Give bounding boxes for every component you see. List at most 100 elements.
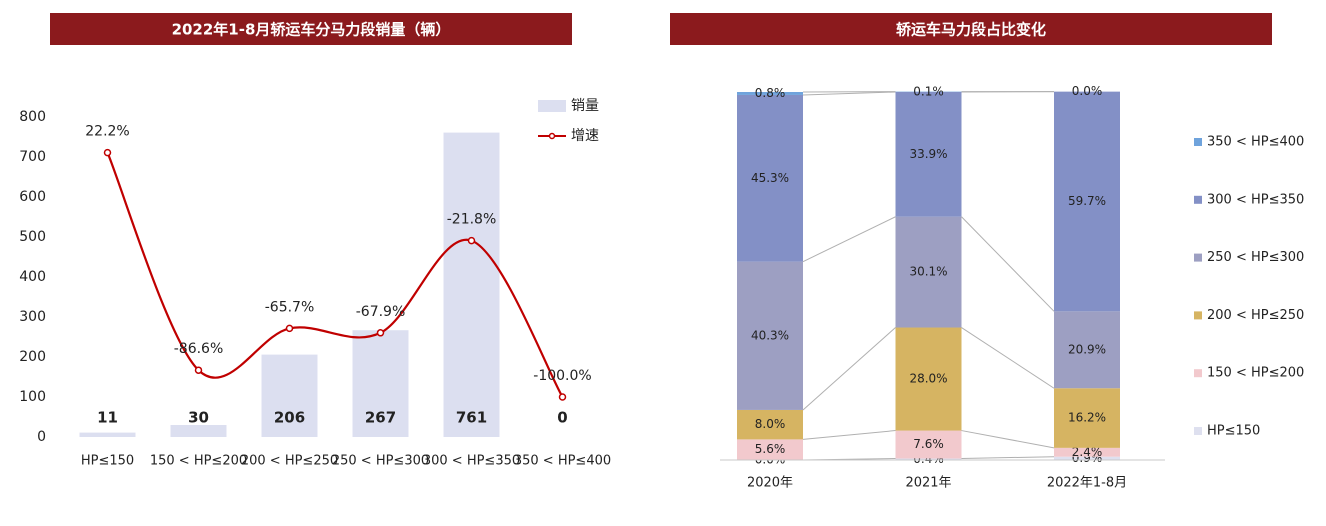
- bar-value-label: 761: [456, 409, 487, 427]
- bar-segment: [1054, 91, 1120, 312]
- line-marker: [376, 329, 385, 337]
- legend-swatch: [1194, 138, 1202, 146]
- connector-line: [802, 327, 896, 411]
- x-tick-label: HP≤150: [81, 454, 134, 469]
- connector-line: [961, 430, 1055, 449]
- segment-value-label: 0.0%: [1072, 84, 1103, 98]
- legend-label: 250 < HP≤300: [1207, 250, 1304, 265]
- legend-label: 300 < HP≤350: [1207, 192, 1304, 207]
- line-value-label: -100.0%: [533, 368, 591, 384]
- line-value-label: 22.2%: [85, 124, 129, 140]
- legend-swatch: [538, 100, 566, 112]
- connector-line: [961, 456, 1055, 460]
- segment-value-label: 28.0%: [909, 372, 947, 386]
- y-tick-label: 600: [19, 189, 46, 205]
- bar-segment: [1054, 388, 1120, 448]
- bar-segment: [895, 327, 962, 431]
- x-tick-label: 2022年1-8月: [1047, 476, 1127, 491]
- y-tick-label: 500: [19, 229, 46, 245]
- y-tick-label: 100: [19, 389, 46, 405]
- bar-value-label: 206: [274, 409, 305, 427]
- y-tick-label: 400: [19, 269, 46, 285]
- legend-swatch: [1194, 253, 1202, 262]
- connector-line: [802, 430, 896, 440]
- bar-segment: [737, 261, 803, 410]
- bar: [261, 354, 318, 437]
- line-value-label: -21.8%: [447, 212, 497, 228]
- chart-title: 轿运车马力段占比变化: [896, 21, 1046, 39]
- legend-label: 200 < HP≤250: [1207, 308, 1304, 323]
- segment-value-label: 8.0%: [755, 417, 786, 431]
- bar-segment: [737, 94, 803, 262]
- bar-segment: [895, 458, 962, 460]
- bar: [79, 432, 136, 437]
- line-value-label: -65.7%: [265, 299, 315, 315]
- bar-segment: [737, 439, 803, 460]
- legend-label: 350 < HP≤400: [1207, 135, 1304, 150]
- segment-value-label: 20.9%: [1068, 342, 1106, 356]
- connector-line: [802, 216, 896, 263]
- legend-swatch: [1194, 195, 1202, 204]
- connector-line: [961, 327, 1055, 389]
- x-tick-label: 2020年: [747, 476, 793, 491]
- segment-value-label: 0.1%: [913, 84, 944, 98]
- bar-value-label: 0: [557, 409, 567, 427]
- bar-segment: [895, 92, 962, 217]
- line-marker: [467, 236, 476, 245]
- bar-segment: [737, 92, 803, 95]
- bar-segment: [1054, 447, 1120, 457]
- bar: [170, 425, 227, 437]
- chart-title: 2022年1-8月轿运车分马力段销量（辆）: [172, 21, 451, 39]
- bar-segment: [1054, 311, 1120, 389]
- legend-label: 150 < HP≤200: [1207, 366, 1304, 381]
- legend-label: HP≤150: [1207, 424, 1260, 439]
- connector-line: [961, 216, 1055, 312]
- x-tick-label: 150 < HP≤200: [150, 454, 247, 469]
- y-tick-label: 700: [19, 149, 46, 165]
- segment-value-label: 16.2%: [1068, 411, 1106, 425]
- title-bar: [50, 13, 572, 45]
- bar: [352, 330, 409, 437]
- bar-value-label: 267: [365, 409, 396, 427]
- y-tick-label: 800: [19, 109, 46, 125]
- connector-line: [802, 91, 896, 96]
- segment-value-label: 7.6%: [913, 437, 944, 451]
- x-tick-label: 200 < HP≤250: [241, 454, 338, 469]
- line-marker: [103, 148, 112, 157]
- legend-label: 增速: [571, 128, 599, 144]
- y-tick-label: 0: [37, 429, 46, 445]
- line-value-label: -86.6%: [174, 341, 224, 357]
- bar-segment: [895, 216, 962, 328]
- segment-value-label: 0.8%: [755, 86, 786, 100]
- bar-segment: [895, 430, 962, 459]
- x-tick-label: 350 < HP≤400: [514, 454, 611, 469]
- segment-value-label: 33.9%: [909, 147, 947, 161]
- segment-value-label: 2.4%: [1072, 445, 1103, 459]
- legend-label: 销量: [571, 98, 599, 114]
- segment-value-label: 45.3%: [751, 171, 789, 185]
- segment-value-label: 59.7%: [1068, 194, 1106, 208]
- title-bar: [670, 13, 1272, 45]
- segment-value-label: 40.3%: [751, 328, 789, 342]
- x-tick-label: 300 < HP≤350: [423, 454, 520, 469]
- bar-segment: [1054, 456, 1120, 460]
- legend-swatch: [1194, 311, 1202, 320]
- line-marker: [558, 393, 567, 401]
- line-value-label: -67.9%: [356, 304, 406, 320]
- x-tick-label: 2021年: [905, 476, 951, 491]
- legend-swatch: [1194, 369, 1202, 378]
- segment-value-label: 30.1%: [909, 265, 947, 279]
- line-marker: [285, 324, 294, 333]
- bar: [443, 132, 500, 437]
- line-marker: [194, 366, 203, 374]
- line: [106, 152, 564, 398]
- x-tick-label: 250 < HP≤300: [332, 454, 429, 469]
- bar-segment: [737, 409, 803, 440]
- segment-value-label: 5.6%: [755, 442, 786, 456]
- legend-swatch: [1194, 427, 1202, 435]
- bar-value-label: 30: [188, 409, 209, 427]
- legend-swatch: [548, 132, 556, 140]
- y-tick-label: 300: [19, 309, 46, 325]
